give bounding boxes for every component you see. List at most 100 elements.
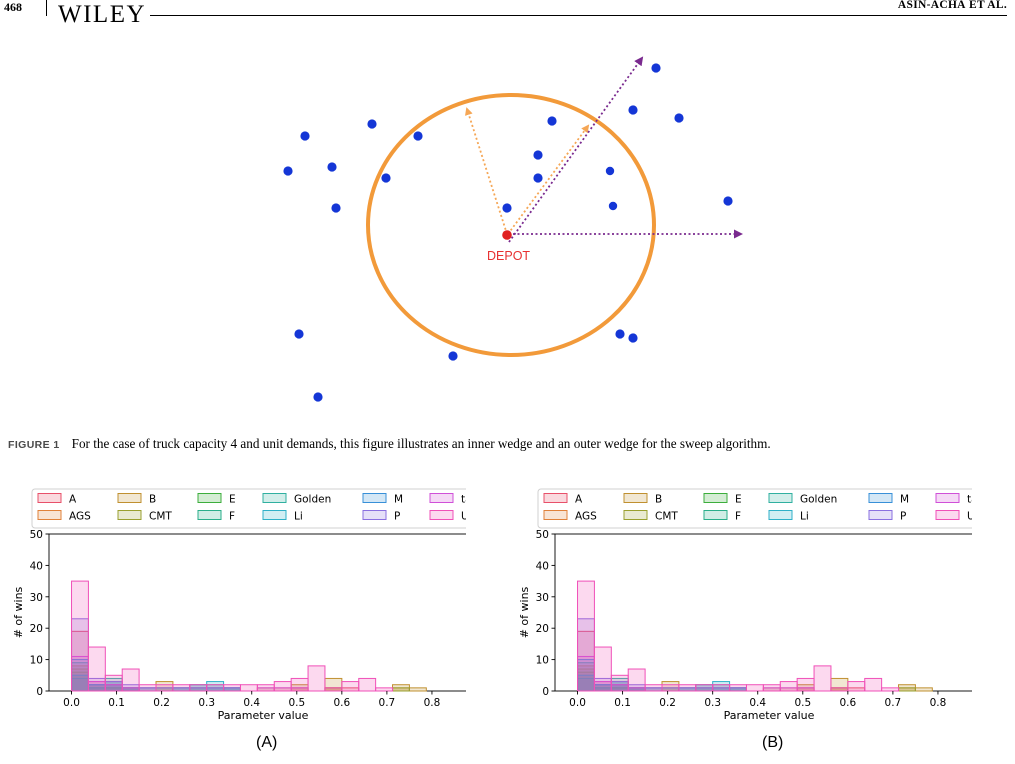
y-tick-label: 20 — [30, 623, 43, 635]
legend-label: E — [735, 494, 742, 506]
legend-label: P — [394, 511, 400, 523]
legend-swatch — [703, 510, 728, 520]
histogram-bar — [324, 687, 343, 692]
depot-point — [502, 230, 512, 240]
legend-label: Uchoa — [461, 511, 466, 523]
y-tick-label: 10 — [536, 655, 549, 667]
caption-text: For the case of truck capacity 4 and uni… — [71, 436, 771, 451]
histogram-bar — [189, 684, 208, 692]
histogram-bar — [87, 646, 106, 692]
histogram-bar — [678, 684, 697, 692]
histogram-bar — [813, 665, 832, 692]
histogram-bar — [627, 668, 646, 692]
legend-item-uchoa: Uchoa — [935, 510, 972, 523]
histogram-bar — [914, 687, 933, 692]
journal-logo: WILEY — [58, 1, 147, 28]
customer-point — [628, 105, 638, 115]
x-tick-label: 0.8 — [930, 697, 947, 709]
histogram-panel-a: 0.00.10.20.30.40.50.60.70.80.90102030405… — [6, 486, 466, 762]
histogram-bar — [104, 674, 123, 692]
customer-point — [331, 203, 341, 213]
histogram-bar — [796, 677, 815, 692]
histogram-bar — [341, 681, 360, 692]
legend-swatch — [362, 493, 387, 503]
legend-label: A — [575, 494, 583, 506]
series-uchoa — [71, 580, 394, 692]
x-tick-label: 0.2 — [659, 697, 676, 709]
histogram-bar — [661, 684, 680, 692]
legend-label: AGS — [69, 511, 91, 523]
x-tick-label: 0.6 — [839, 697, 856, 709]
histogram-bar — [273, 681, 292, 692]
legend-label: AGS — [575, 511, 597, 523]
legend-item-tai: tai — [429, 493, 466, 506]
y-tick-label: 40 — [30, 560, 43, 572]
legend-swatch — [262, 493, 287, 503]
x-tick-label: 0.1 — [614, 697, 631, 709]
legend-swatch — [623, 493, 648, 503]
header-divider — [46, 0, 47, 16]
histogram-bar — [712, 684, 731, 692]
header-rule — [150, 15, 1007, 16]
legend-swatch — [768, 493, 793, 503]
x-tick-label: 0.4 — [243, 697, 260, 709]
legend-swatch — [37, 493, 62, 503]
y-tick-label: 50 — [536, 529, 549, 541]
histogram-bar — [847, 681, 866, 692]
series-m — [577, 659, 747, 692]
legend-item-ags: AGS — [543, 510, 597, 523]
legend-item-a: A — [543, 493, 583, 506]
legend-label: B — [655, 494, 662, 506]
x-tick-label: 0.6 — [333, 697, 350, 709]
customer-point — [283, 166, 293, 176]
histogram-bar — [223, 684, 241, 692]
customer-point — [608, 201, 618, 211]
customer-point — [605, 166, 615, 176]
histogram-bar — [206, 684, 225, 692]
legend-item-m: M — [362, 493, 403, 506]
plot-frame — [554, 533, 972, 692]
legend-swatch — [429, 493, 454, 503]
legend-item-golden: Golden — [768, 493, 837, 506]
legend-item-golden: Golden — [262, 493, 331, 506]
customer-point — [533, 150, 543, 160]
customer-point — [547, 116, 557, 126]
legend-swatch — [429, 510, 454, 520]
legend-item-e: E — [197, 493, 236, 506]
x-tick-label: 0.4 — [749, 697, 766, 709]
depot-label: DEPOT — [487, 249, 530, 263]
legend-item-ags: AGS — [37, 510, 91, 523]
figure-1-caption: FIGURE 1 For the case of truck capacity 4… — [8, 436, 771, 452]
legend-swatch — [197, 510, 222, 520]
legend-swatch — [543, 510, 568, 520]
histogram-bar — [729, 684, 747, 692]
legend-item-li: Li — [262, 510, 303, 523]
figure-1-sweep-illustration: DEPOT — [270, 40, 750, 410]
histogram-bar — [577, 580, 595, 692]
x-tick-label: 0.1 — [108, 697, 125, 709]
legend-item-b: B — [623, 493, 662, 506]
y-tick-label: 0 — [542, 686, 549, 698]
legend-swatch — [117, 493, 142, 503]
histogram-bar — [172, 684, 191, 692]
plot-frame — [48, 533, 466, 692]
histogram-bar — [290, 677, 309, 692]
histogram-bar — [138, 684, 157, 692]
legend-label: CMT — [149, 511, 172, 523]
customer-point — [367, 119, 377, 129]
customer-points — [283, 63, 733, 402]
histogram-bar — [644, 684, 663, 692]
page-number: 468 — [4, 0, 22, 14]
legend-swatch — [37, 510, 62, 520]
x-tick-label: 0.3 — [704, 697, 721, 709]
legend-swatch — [868, 493, 893, 503]
outer-wedge-arrow-diagonal — [508, 56, 644, 243]
inner-wedge-arrow-right — [507, 124, 590, 235]
series-a — [577, 630, 866, 692]
histogram-bars — [71, 580, 427, 692]
legend-item-cmt: CMT — [117, 510, 172, 523]
customer-point — [294, 329, 304, 339]
histogram-bar — [593, 646, 612, 692]
legend-label: M — [900, 494, 909, 506]
legend-item-b: B — [117, 493, 156, 506]
